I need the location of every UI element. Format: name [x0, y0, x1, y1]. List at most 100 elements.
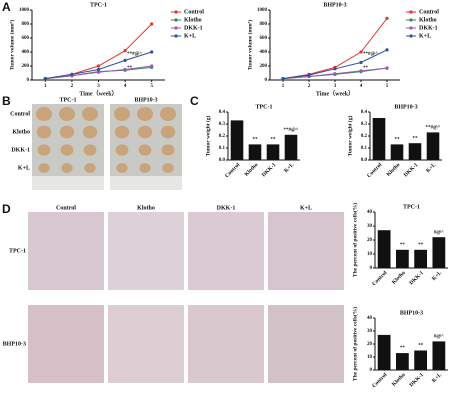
y-tick-label: 0.4 [219, 110, 226, 115]
x-tick-label: Klotho [386, 162, 402, 178]
x-tick-label: Control [371, 372, 388, 389]
bar [377, 230, 391, 268]
y-tick-label: 0 [27, 78, 30, 83]
bar [414, 350, 428, 370]
panel-label: D [2, 202, 11, 216]
x-tick-label: DKK-1 [261, 162, 278, 179]
tumor [161, 144, 175, 156]
y-tick-label: 10 [367, 252, 373, 257]
point [96, 64, 101, 68]
legend-label: Klotho [184, 17, 202, 23]
y-axis-label: Tumor weight (g) [204, 116, 211, 157]
row-label: Control [10, 111, 30, 117]
tumor [36, 107, 52, 121]
annotation: ** [418, 344, 424, 349]
annotation: **#@^ [127, 52, 142, 57]
tumor [139, 163, 151, 173]
legend-marker [174, 26, 178, 30]
y-tick-label: 30 [367, 224, 373, 229]
point [333, 67, 337, 71]
x-tick-label: K+L [431, 270, 443, 282]
bar [372, 118, 386, 160]
y-tick-label: 30 [367, 329, 373, 334]
bar [284, 134, 298, 160]
bar [248, 144, 262, 160]
y-tick-label: 0.1 [219, 146, 226, 151]
legend-label: K+L [184, 33, 196, 39]
point [96, 70, 101, 74]
x-tick-label: 5 [150, 84, 153, 89]
legend-label: Control [184, 9, 204, 15]
row-label: BHP10-3 [3, 341, 26, 347]
x-tick-label: 1 [282, 84, 285, 89]
legend-marker [409, 10, 413, 14]
tumor [59, 107, 75, 121]
y-axis-label: The percent of positive cells(%) [351, 203, 358, 277]
tumor [137, 107, 153, 121]
bar [395, 353, 409, 370]
y-tick-label: 800 [260, 22, 268, 27]
x-tick-label: Control [366, 162, 383, 179]
x-tick-label: K+L [425, 162, 437, 174]
point [70, 72, 74, 76]
y-tick-label: 20 [367, 342, 373, 347]
y-tick-label: 400 [260, 50, 268, 55]
annotation: ** [418, 243, 424, 248]
tumor [36, 125, 52, 139]
y-tick-label: 0.0 [219, 158, 226, 163]
annotation: ** [395, 138, 401, 143]
annotation: ** [363, 66, 369, 71]
y-axis-label: The percent of positive cells(%) [351, 307, 358, 381]
annotation: ** [400, 243, 406, 248]
annotation: #@^ [434, 230, 444, 235]
legend-label: Control [419, 9, 439, 15]
bar [230, 120, 244, 160]
point [150, 22, 154, 26]
point [123, 58, 127, 63]
legend-marker [409, 26, 413, 30]
tumor [138, 144, 152, 156]
ruler [110, 176, 182, 190]
bar [377, 334, 391, 370]
legend-label: K+L [419, 33, 431, 39]
x-tick-label: 4 [360, 84, 363, 89]
panel-label: C [190, 94, 199, 108]
column-label: Klotho [137, 205, 155, 211]
annotation: **#@^ [425, 126, 440, 131]
y-tick-label: 10 [367, 355, 373, 360]
annotation: ** [253, 138, 259, 143]
annotation: ** [400, 346, 406, 351]
column-label: DKK-1 [217, 205, 236, 211]
annotation: **#@^ [283, 128, 298, 133]
legend-marker [174, 34, 178, 38]
annotation: ** [127, 66, 133, 71]
y-tick-label: 400 [22, 50, 30, 55]
legend-label: DKK-1 [184, 25, 203, 31]
x-tick-label: Control [224, 162, 241, 179]
x-tick-label: DKK-1 [403, 162, 420, 179]
y-tick-label: 0.3 [219, 122, 226, 127]
column-label: Control [56, 205, 76, 211]
row-label: TPC-1 [9, 248, 26, 254]
tumor [61, 163, 73, 173]
x-tick-label: 3 [334, 84, 337, 89]
y-tick-label: 200 [260, 64, 268, 69]
panel-label: A [2, 0, 11, 14]
x-tick-label: Klotho [244, 162, 260, 178]
tumor [115, 144, 129, 156]
y-tick-label: 0 [370, 266, 373, 271]
column-label: TPC-1 [60, 97, 77, 103]
row-label: Klotho [12, 129, 30, 135]
y-tick-label: 0.1 [361, 146, 368, 151]
point [43, 77, 47, 81]
tumor [160, 125, 176, 139]
x-tick-label: Klotho [391, 372, 407, 388]
tumor [137, 125, 153, 139]
bar [414, 249, 428, 268]
y-tick-label: 0.4 [361, 110, 368, 115]
x-tick-label: Klotho [391, 270, 407, 286]
tumor [82, 107, 98, 121]
bar [266, 144, 280, 160]
legend-marker [409, 18, 413, 22]
